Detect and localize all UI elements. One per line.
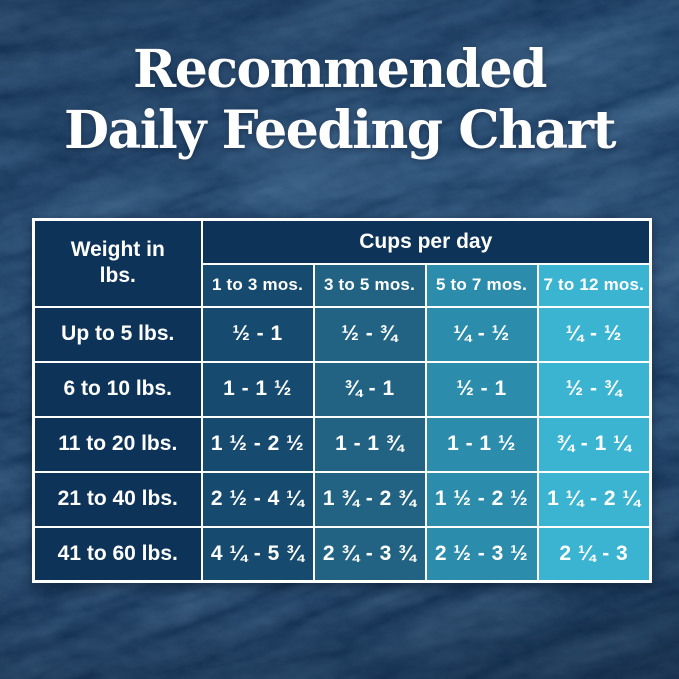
page-title: Recommended Daily Feeding Chart	[0, 39, 679, 162]
feeding-amount-cell: 1 - 1 ½	[200, 360, 315, 418]
age-header-7to12: 7 to 12 mos.	[536, 262, 652, 308]
feeding-amount-cell: 2 ½ - 3 ½	[424, 525, 539, 583]
feeding-amount-cell: 1 - 1 ½	[424, 415, 539, 473]
feeding-amount-cell: 4 ¼ - 5 ¾	[200, 525, 315, 583]
age-header-5to7: 5 to 7 mos.	[424, 262, 539, 308]
weight-range-cell: 21 to 40 lbs.	[32, 470, 203, 528]
feeding-amount-cell: 1 ¾ - 2 ¾	[312, 470, 427, 528]
table-header-row-top: Weight in lbs. Cups per day	[32, 218, 652, 308]
table-row: 6 to 10 lbs. 1 - 1 ½ ¾ - 1 ½ - 1 ½ - ¾	[32, 360, 652, 418]
table-row: 21 to 40 lbs. 2 ½ - 4 ¼ 1 ¾ - 2 ¾ 1 ½ - …	[32, 470, 652, 528]
weight-range-cell: Up to 5 lbs.	[32, 305, 203, 363]
feeding-amount-cell: ¼ - ½	[536, 305, 652, 363]
feeding-amount-cell: ¼ - ½	[424, 305, 539, 363]
weight-range-cell: 41 to 60 lbs.	[32, 525, 203, 583]
age-header-1to3: 1 to 3 mos.	[200, 262, 315, 308]
feeding-amount-cell: 1 ¼ - 2 ¼	[536, 470, 652, 528]
page-title-line2: Daily Feeding Chart	[63, 99, 617, 161]
table-row: Up to 5 lbs. ½ - 1 ½ - ¾ ¼ - ½ ¼ - ½	[32, 305, 652, 363]
table-row: 11 to 20 lbs. 1 ½ - 2 ½ 1 - 1 ¾ 1 - 1 ½ …	[32, 415, 652, 473]
feeding-chart-table: Weight in lbs. Cups per day 1 to 3 mos. …	[32, 218, 653, 583]
feeding-amount-cell: 2 ¾ - 3 ¾	[312, 525, 427, 583]
feeding-amount-cell: 2 ½ - 4 ¼	[200, 470, 315, 528]
weight-range-cell: 11 to 20 lbs.	[32, 415, 203, 473]
feeding-amount-cell: ½ - 1	[424, 360, 539, 418]
feeding-amount-cell: ½ - ¾	[312, 305, 427, 363]
table-header-row-ages: 1 to 3 mos. 3 to 5 mos. 5 to 7 mos. 7 to…	[34, 262, 652, 308]
feeding-amount-cell: 1 ½ - 2 ½	[424, 470, 539, 528]
feeding-amount-cell: 1 ½ - 2 ½	[200, 415, 315, 473]
weight-header-line2: lbs.	[99, 264, 136, 288]
feeding-amount-cell: 1 - 1 ¾	[312, 415, 427, 473]
feeding-amount-cell: 2 ¼ - 3	[536, 525, 652, 583]
page-title-line1: Recommended	[133, 39, 547, 100]
weight-header-line1: Weight in	[70, 238, 165, 261]
table-row: 41 to 60 lbs. 4 ¼ - 5 ¾ 2 ¾ - 3 ¾ 2 ½ - …	[32, 525, 652, 583]
weight-range-cell: 6 to 10 lbs.	[32, 360, 203, 418]
weight-column-header: Weight in lbs.	[32, 218, 203, 308]
age-header-3to5: 3 to 5 mos.	[312, 262, 427, 308]
feeding-amount-cell: ½ - ¾	[536, 360, 652, 418]
feeding-amount-cell: ½ - 1	[200, 305, 315, 363]
feeding-amount-cell: ¾ - 1	[312, 360, 427, 418]
feeding-amount-cell: ¾ - 1 ¼	[536, 415, 652, 473]
cups-per-day-header: Cups per day	[200, 218, 652, 265]
